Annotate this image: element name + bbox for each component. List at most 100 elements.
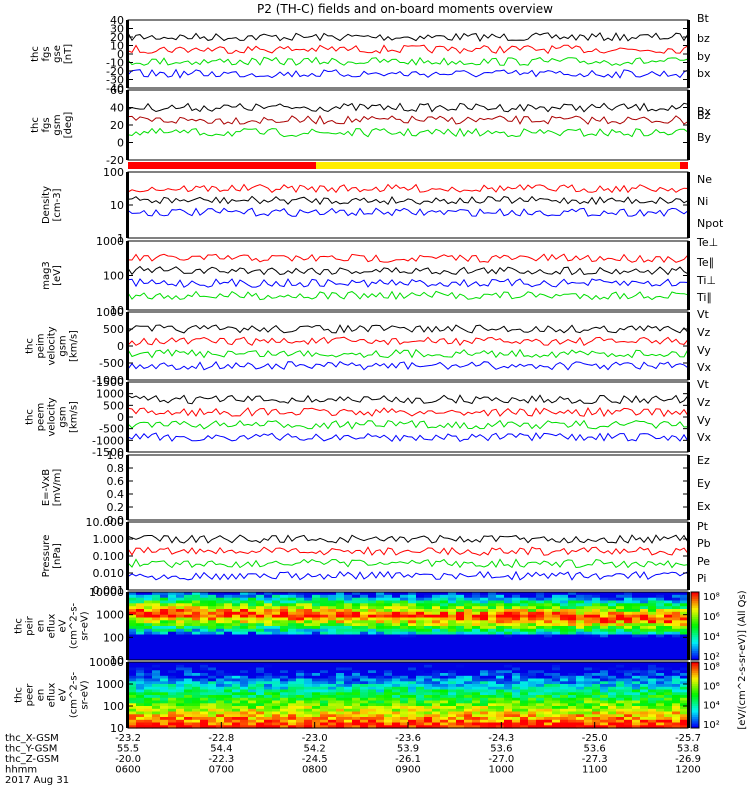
heatmap-cell [432,643,441,647]
heatmap-cell [352,697,361,702]
heatmap-cell [352,714,361,718]
heatmap-cell [280,719,289,724]
heatmap-cell [616,594,625,599]
heatmap-cell [384,611,393,616]
heatmap-cell [560,637,569,641]
heatmap-cell [312,594,321,599]
heatmap-cell [224,600,233,604]
heatmap-cell [416,628,425,633]
heatmap-cell [552,675,561,680]
heatmap-cell [632,670,641,674]
heatmap-cell [384,697,393,702]
heatmap-cell [544,631,553,635]
heatmap-cell [232,617,241,621]
heatmap-cell [656,686,665,691]
heatmap-cell [576,703,585,707]
heatmap-cell [456,686,465,691]
heatmap-cell [240,664,249,669]
heatmap-cell [256,681,265,685]
heatmap-cell [176,597,185,601]
heatmap-cell [144,692,153,696]
heatmap-cell [616,631,625,635]
heatmap-cell [296,640,305,644]
heatmap-cell [376,648,385,652]
heatmap-cell [448,675,457,680]
heatmap-cell [272,606,281,610]
heatmap-cell [384,631,393,635]
heatmap-cell [344,689,353,693]
heatmap-cell [624,654,633,658]
heatmap-cell [600,662,609,666]
heatmap-cell [520,620,529,624]
heatmap-cell [560,620,569,624]
heatmap-cell [584,725,593,729]
heatmap-cell [312,626,321,630]
heatmap-cell [480,623,489,627]
heatmap-cell [416,640,425,644]
heatmap-cell [264,695,273,699]
heatmap-cell [312,648,321,652]
heatmap-cell [600,706,609,710]
heatmap-cell [296,719,305,724]
heatmap-cell [624,628,633,633]
heatmap-cell [208,628,217,633]
heatmap-cell [536,637,545,641]
heatmap-cell [280,711,289,715]
heatmap-cell [136,603,145,607]
heatmap-cell [432,708,441,713]
heatmap-cell [232,623,241,627]
heatmap-cell [368,719,377,724]
heatmap-cell [520,675,529,680]
heatmap-cell [352,700,361,704]
legend-Ex: Ex [697,500,711,513]
heatmap-cell [536,675,545,680]
heatmap-cell [448,722,457,726]
heatmap-cell [392,664,401,669]
heatmap-cell [216,697,225,702]
heatmap-cell [352,684,361,688]
heatmap-cell [568,692,577,696]
colorbar-tick: 10² [703,720,720,731]
heatmap-cell [288,657,297,661]
heatmap-cell [200,651,209,655]
heatmap-cell [320,681,329,685]
heatmap-cell [152,631,161,635]
heatmap-cell [584,667,593,671]
xaxis-value: 53.9 [397,744,419,755]
heatmap-cell [600,648,609,652]
ylabel-line: gse [52,45,63,63]
heatmap-cell [504,597,513,601]
heatmap-cell [344,695,353,699]
heatmap-cell [280,631,289,635]
heatmap-cell [232,675,241,680]
heatmap-cell [440,697,449,702]
heatmap-cell [352,637,361,641]
heatmap-cell [336,606,345,610]
heatmap-cell [144,689,153,693]
heatmap-cell [624,614,633,618]
heatmap-cell [456,662,465,666]
heatmap-cell [328,703,337,707]
heatmap-cell [224,695,233,699]
heatmap-cell [216,686,225,691]
heatmap-cell [664,697,673,702]
heatmap-cell [360,626,369,630]
heatmap-cell [496,695,505,699]
heatmap-cell [368,592,377,596]
heatmap-cell [408,708,417,713]
heatmap-cell [240,681,249,685]
heatmap-cell [656,684,665,688]
heatmap-cell [424,617,433,621]
heatmap-cell [216,645,225,650]
heatmap-cell [464,628,473,633]
heatmap-cell [576,706,585,710]
heatmap-cell [440,703,449,707]
panel-edge-left [126,241,129,310]
heatmap-cell [392,686,401,691]
heatmap-cell [528,678,537,682]
heatmap-cell [128,597,137,601]
heatmap-cell [344,670,353,674]
heatmap-cell [600,643,609,647]
heatmap-cell [640,675,649,680]
heatmap-cell [616,711,625,715]
